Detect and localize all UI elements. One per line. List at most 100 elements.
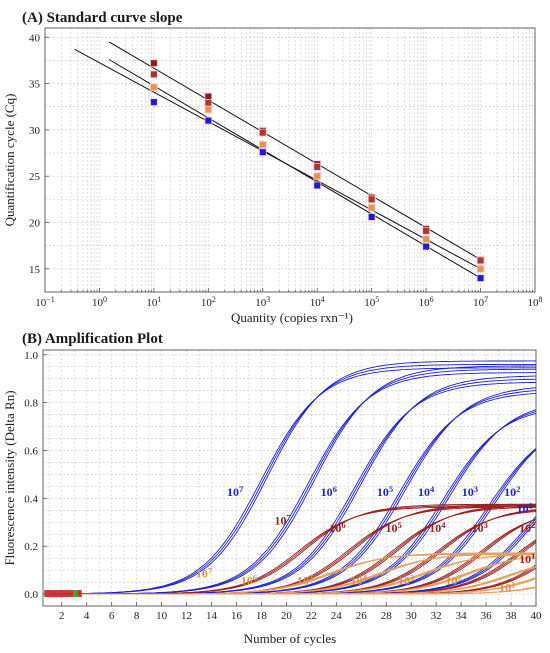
panel-a-y-tick-label: 15 bbox=[29, 264, 41, 276]
panel-b-curve-label: 107 bbox=[227, 484, 244, 499]
panel-b-curve-label: 102 bbox=[504, 484, 520, 499]
panel-b-x-tick-label: 16 bbox=[231, 610, 243, 622]
panel-a-y-label: Quantification cycle (Cq) bbox=[2, 94, 17, 227]
panel-a-y-tick-label: 20 bbox=[29, 218, 41, 230]
panel-a-frame bbox=[44, 27, 536, 293]
panel-a-points bbox=[149, 59, 485, 283]
panel-a-x-tick-label: 104 bbox=[310, 295, 325, 309]
panel-b-amplification-curve bbox=[49, 412, 537, 595]
panel-b-curve-label: 105 bbox=[377, 484, 393, 499]
panel-b-y-tick-label: 0.0 bbox=[24, 589, 38, 601]
panel-b-curve-label: 106 bbox=[321, 484, 338, 499]
panel-b-y-label: Fluorescence intensity (Delta Rn) bbox=[2, 390, 17, 565]
panel-a-x-tick-label: 105 bbox=[364, 295, 379, 309]
panel-b-curve-label: 106 bbox=[329, 520, 346, 535]
panel-a-x-tick-label: 103 bbox=[255, 295, 270, 309]
panel-a-point bbox=[314, 173, 321, 180]
panel-a-point bbox=[259, 141, 266, 148]
panel-b-frame bbox=[42, 349, 537, 607]
panel-b-curve-label: 107 bbox=[274, 513, 291, 528]
panel-b-curve-label: 102 bbox=[445, 572, 461, 587]
panel-a-point bbox=[423, 243, 430, 250]
panel-b-x-tick-label: 2 bbox=[59, 610, 65, 622]
panel-b-amplification-curve bbox=[49, 518, 537, 595]
panel-b-x-tick-label: 6 bbox=[109, 610, 115, 622]
panel-b-amplification-curve bbox=[49, 505, 536, 595]
panel-b-x-tick-label: 18 bbox=[256, 610, 268, 622]
panel-b-curve-label: 103 bbox=[472, 520, 489, 535]
panel-b-x-tick-label: 38 bbox=[506, 610, 518, 622]
panel-a-point bbox=[368, 213, 375, 220]
panel-a-title: (A) Standard curve slope bbox=[22, 10, 183, 26]
panel-a-point bbox=[205, 93, 212, 100]
panel-a-y-tick-label: 40 bbox=[29, 32, 41, 44]
panel-b-curve-label: 105 bbox=[297, 572, 313, 587]
panel-a-point bbox=[150, 84, 157, 91]
panel-a-x-tick-label: 106 bbox=[419, 295, 434, 309]
panel-a-point bbox=[259, 149, 266, 156]
panel-b-amplification-curve bbox=[49, 505, 536, 595]
panel-a-point bbox=[150, 99, 157, 106]
panel-b-y-tick-label: 1.0 bbox=[24, 350, 38, 362]
panel-b-amplification-curve bbox=[49, 518, 537, 595]
panel-a-fit-lines bbox=[74, 41, 481, 279]
panel-b-curve-label: 104 bbox=[429, 520, 446, 535]
panel-b-ticks: 2 4 6 8 10 12 14 16 18 20 22 24 26 28 30 32 34 36 38 400.00… bbox=[24, 350, 542, 622]
panel-a-fit-line bbox=[108, 59, 481, 279]
panel-b-curve-label: 104 bbox=[351, 572, 368, 587]
panel-a-x-tick-label: 101 bbox=[146, 295, 161, 309]
panel-a-point bbox=[205, 117, 212, 124]
panel-b-x-tick-label: 32 bbox=[431, 610, 442, 622]
panel-a-point bbox=[314, 182, 321, 189]
panel-b-title: (B) Amplification Plot bbox=[22, 331, 163, 347]
panel-b-amplification-curve bbox=[49, 587, 537, 595]
panel-b-x-tick-label: 28 bbox=[381, 610, 393, 622]
panel-b-x-label: Number of cycles bbox=[244, 631, 336, 646]
panel-a-point bbox=[477, 257, 484, 264]
panel-b-curve-label: 103 bbox=[462, 484, 479, 499]
panel-b-x-tick-label: 12 bbox=[181, 610, 192, 622]
panel-b-curve-label: 104 bbox=[418, 484, 435, 499]
panel-a-point bbox=[205, 106, 212, 113]
panel-a-point bbox=[150, 71, 157, 78]
panel-a-y-tick-label: 25 bbox=[29, 171, 41, 183]
panel-b-y-tick-label: 0.6 bbox=[24, 445, 38, 457]
panel-b-curve-labels: 107 106 105 104 103 102 101 107 106 105 104 103 102 1… bbox=[196, 484, 536, 595]
panel-b-curves bbox=[44, 360, 537, 598]
panel-b-x-tick-label: 26 bbox=[356, 610, 368, 622]
panel-b-y-tick-label: 0.8 bbox=[24, 398, 38, 410]
panel-b-curve-label: 106 bbox=[241, 572, 258, 587]
panel-a-point bbox=[259, 129, 266, 136]
panel-b-x-tick-label: 36 bbox=[481, 610, 493, 622]
panel-b-y-tick-label: 0.4 bbox=[24, 493, 38, 505]
panel-a-x-tick-label: 108 bbox=[528, 295, 543, 309]
panel-a-point bbox=[423, 236, 430, 243]
panel-a-point bbox=[150, 60, 157, 67]
panel-b-x-tick-label: 4 bbox=[84, 610, 90, 622]
panel-a-y-tick-label: 35 bbox=[29, 79, 41, 91]
panel-b-x-tick-label: 14 bbox=[206, 610, 218, 622]
panel-b-baseline-marker bbox=[72, 590, 78, 598]
panel-a-x-label: Quantity (copies rxn⁻¹) bbox=[231, 310, 353, 325]
panel-b-amplification-curve bbox=[49, 518, 537, 595]
panel-a-fit-line bbox=[108, 41, 481, 261]
panel-b-curve-label: 101 bbox=[519, 551, 535, 566]
panel-a-point bbox=[314, 163, 321, 170]
panel-a-x-tick-label: 100 bbox=[92, 295, 107, 309]
panel-a-point bbox=[477, 275, 484, 282]
panel-b-curve-label: 107 bbox=[196, 565, 213, 580]
panel-b-curve-label: 102 bbox=[519, 520, 535, 535]
panel-b-baseline-band bbox=[44, 590, 82, 598]
panel-b-curve-label: 105 bbox=[386, 520, 402, 535]
panel-b-x-tick-label: 10 bbox=[156, 610, 168, 622]
panel-a-point bbox=[477, 265, 484, 272]
panel-b-x-tick-label: 8 bbox=[134, 610, 140, 622]
panel-b-y-tick-label: 0.2 bbox=[24, 541, 38, 553]
panel-a-x-tick-label: 10−1 bbox=[35, 295, 54, 309]
panel-a-point bbox=[423, 227, 430, 234]
panel-b-amplification-curve bbox=[49, 368, 536, 595]
panel-b-x-tick-label: 40 bbox=[531, 610, 543, 622]
panel-a-point bbox=[205, 100, 212, 107]
panel-a-x-tick-label: 102 bbox=[201, 295, 216, 309]
